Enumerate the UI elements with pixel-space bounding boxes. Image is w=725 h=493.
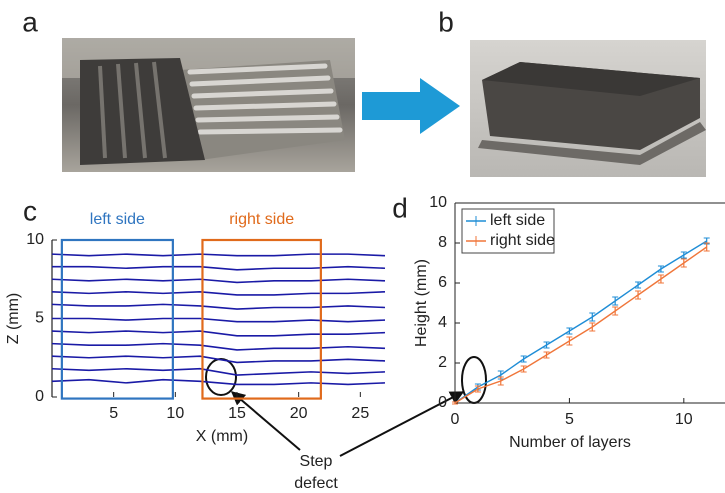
annotation — [205, 356, 487, 457]
profile-line — [51, 291, 386, 296]
x-tick-label: 10 — [675, 411, 693, 428]
legend-label: right side — [490, 232, 555, 249]
profile-line — [51, 342, 386, 351]
y-tick-label: 6 — [438, 274, 447, 291]
region-box — [60, 238, 174, 400]
x-tick-label: 10 — [166, 405, 184, 422]
annotation-text: Step — [300, 453, 333, 470]
profile-line — [51, 253, 386, 257]
profile-line — [51, 355, 386, 364]
x-tick-label: 5 — [109, 405, 118, 422]
panel-label: b — [438, 6, 454, 37]
process-arrow — [362, 78, 460, 134]
y-tick-label: 10 — [429, 194, 447, 211]
profile-line — [51, 378, 386, 386]
annotation-text: defect — [294, 475, 338, 492]
profile-line — [51, 278, 386, 284]
x-axis-label: X (mm) — [196, 428, 248, 445]
x-tick-label: 20 — [290, 405, 308, 422]
panel-label: a — [22, 6, 38, 37]
profile-line — [51, 303, 386, 310]
profile-line — [52, 265, 386, 271]
x-tick-label: 0 — [451, 411, 460, 428]
y-axis-label: Z (mm) — [5, 293, 22, 345]
y-tick-label: 5 — [35, 310, 44, 327]
profile-line — [52, 317, 386, 323]
y-tick-label: 8 — [438, 234, 447, 251]
y-axis-label: Height (mm) — [413, 259, 430, 347]
series-line — [454, 246, 708, 404]
panel-label: d — [392, 192, 408, 223]
profile-line — [51, 367, 386, 376]
region-label: left side — [90, 211, 145, 228]
x-tick-label: 15 — [228, 405, 246, 422]
x-tick-label: 5 — [565, 411, 574, 428]
region-box — [201, 238, 322, 400]
panel-label: c — [23, 195, 37, 226]
photo-b — [470, 40, 706, 177]
legend-box — [461, 208, 555, 254]
photo-a — [62, 38, 355, 172]
x-tick-label: 25 — [351, 405, 369, 422]
region-label: right side — [229, 211, 294, 228]
y-tick-label: 0 — [35, 388, 44, 405]
y-tick-label: 4 — [438, 314, 447, 331]
y-tick-label: 10 — [26, 231, 44, 248]
profile-line — [51, 330, 386, 337]
y-tick-label: 0 — [438, 394, 447, 411]
legend-label: left side — [490, 212, 545, 229]
y-tick-label: 2 — [438, 354, 447, 371]
series-line — [454, 240, 708, 404]
x-axis-label: Number of layers — [509, 434, 631, 451]
